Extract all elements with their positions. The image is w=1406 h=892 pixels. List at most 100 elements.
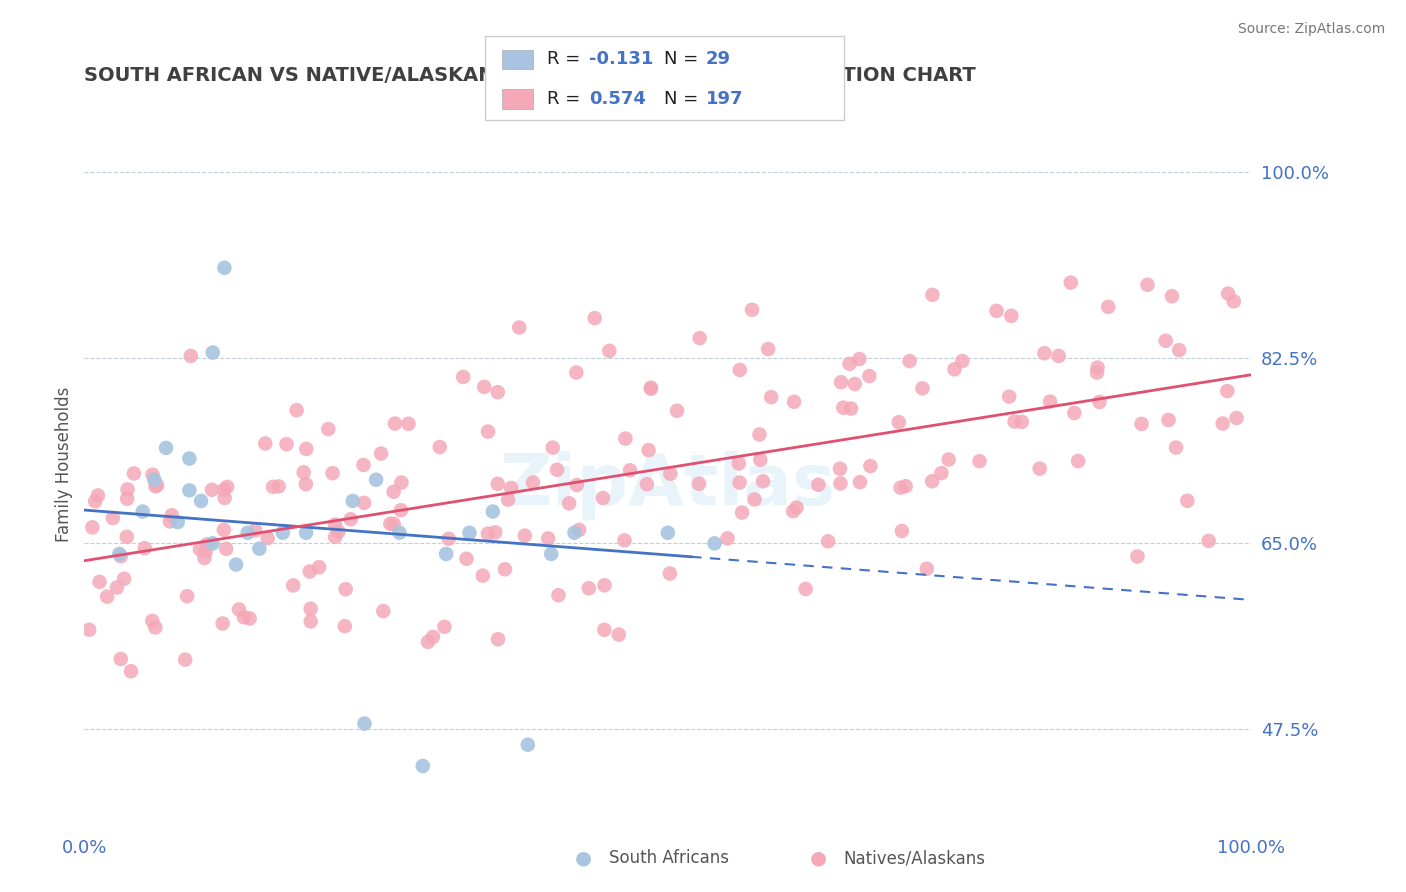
Point: [607, 627, 630, 641]
Point: [322, 467, 344, 481]
Point: [276, 437, 298, 451]
Point: [658, 566, 681, 581]
Point: [1130, 417, 1153, 431]
Point: [752, 475, 775, 489]
Point: [195, 537, 218, 551]
Point: [323, 517, 346, 532]
Point: [782, 504, 804, 518]
Text: R =: R =: [547, 51, 586, 69]
Point: [689, 331, 711, 345]
Text: ZipAtlas: ZipAtlas: [501, 451, 835, 520]
Point: [637, 443, 659, 458]
Point: [1067, 454, 1090, 468]
Point: [564, 525, 586, 540]
Point: [437, 532, 460, 546]
Point: [894, 479, 917, 493]
Point: [477, 526, 499, 541]
Point: [456, 551, 478, 566]
Point: [1157, 413, 1180, 427]
Point: [703, 536, 725, 550]
Point: [486, 385, 509, 400]
Point: [578, 582, 600, 596]
Point: [938, 452, 960, 467]
Point: [201, 483, 224, 497]
Point: [486, 632, 509, 647]
Point: [832, 401, 855, 415]
Point: [890, 524, 912, 538]
Point: [353, 458, 375, 472]
Text: N =: N =: [664, 51, 703, 69]
Point: [295, 525, 318, 540]
Point: [659, 467, 682, 481]
Point: [1033, 346, 1056, 360]
Point: [749, 452, 772, 467]
Point: [256, 531, 278, 545]
Point: [969, 454, 991, 468]
Point: [295, 442, 318, 456]
Point: [565, 366, 588, 380]
Point: [1216, 286, 1239, 301]
Point: [299, 615, 322, 629]
Text: SOUTH AFRICAN VS NATIVE/ALASKAN FAMILY HOUSEHOLDS CORRELATION CHART: SOUTH AFRICAN VS NATIVE/ALASKAN FAMILY H…: [84, 66, 976, 86]
Point: [830, 476, 852, 491]
Point: [145, 620, 167, 634]
Point: [496, 492, 519, 507]
Point: [422, 630, 444, 644]
Point: [132, 504, 155, 518]
Point: [547, 588, 569, 602]
Point: [1063, 406, 1085, 420]
Point: [614, 432, 637, 446]
Point: [1225, 411, 1247, 425]
Point: [807, 477, 830, 491]
Point: [335, 582, 357, 597]
Point: [546, 463, 568, 477]
Point: [239, 611, 262, 625]
Point: [931, 466, 953, 480]
Point: [1060, 276, 1083, 290]
Point: [619, 463, 641, 477]
Point: [433, 620, 456, 634]
Point: [522, 475, 544, 490]
Point: [921, 474, 943, 488]
Point: [741, 302, 763, 317]
Point: [640, 382, 662, 396]
Point: [180, 349, 202, 363]
Point: [389, 503, 412, 517]
Point: [212, 483, 235, 497]
Point: [101, 511, 124, 525]
Point: [328, 524, 350, 539]
Text: Source: ZipAtlas.com: Source: ZipAtlas.com: [1237, 22, 1385, 37]
Point: [849, 475, 872, 489]
Point: [82, 520, 104, 534]
Point: [839, 401, 862, 416]
Point: [598, 343, 620, 358]
Point: [134, 541, 156, 556]
Point: [323, 530, 346, 544]
Point: [516, 738, 538, 752]
Point: [1000, 309, 1022, 323]
Point: [285, 403, 308, 417]
Point: [179, 451, 201, 466]
Point: [77, 623, 100, 637]
Point: [458, 525, 481, 540]
Point: [1177, 493, 1199, 508]
Point: [398, 417, 420, 431]
Point: [1126, 549, 1149, 564]
Point: [657, 525, 679, 540]
Point: [728, 475, 751, 490]
Point: [145, 479, 167, 493]
Point: [817, 534, 839, 549]
Point: [159, 515, 181, 529]
Point: [890, 481, 912, 495]
Point: [761, 390, 783, 404]
Point: [155, 441, 177, 455]
Point: [593, 623, 616, 637]
Point: [174, 653, 197, 667]
Point: [353, 716, 375, 731]
Point: [262, 480, 284, 494]
Point: [915, 562, 938, 576]
Point: [731, 506, 754, 520]
Point: [211, 616, 233, 631]
Point: [245, 524, 267, 538]
Point: [233, 610, 256, 624]
